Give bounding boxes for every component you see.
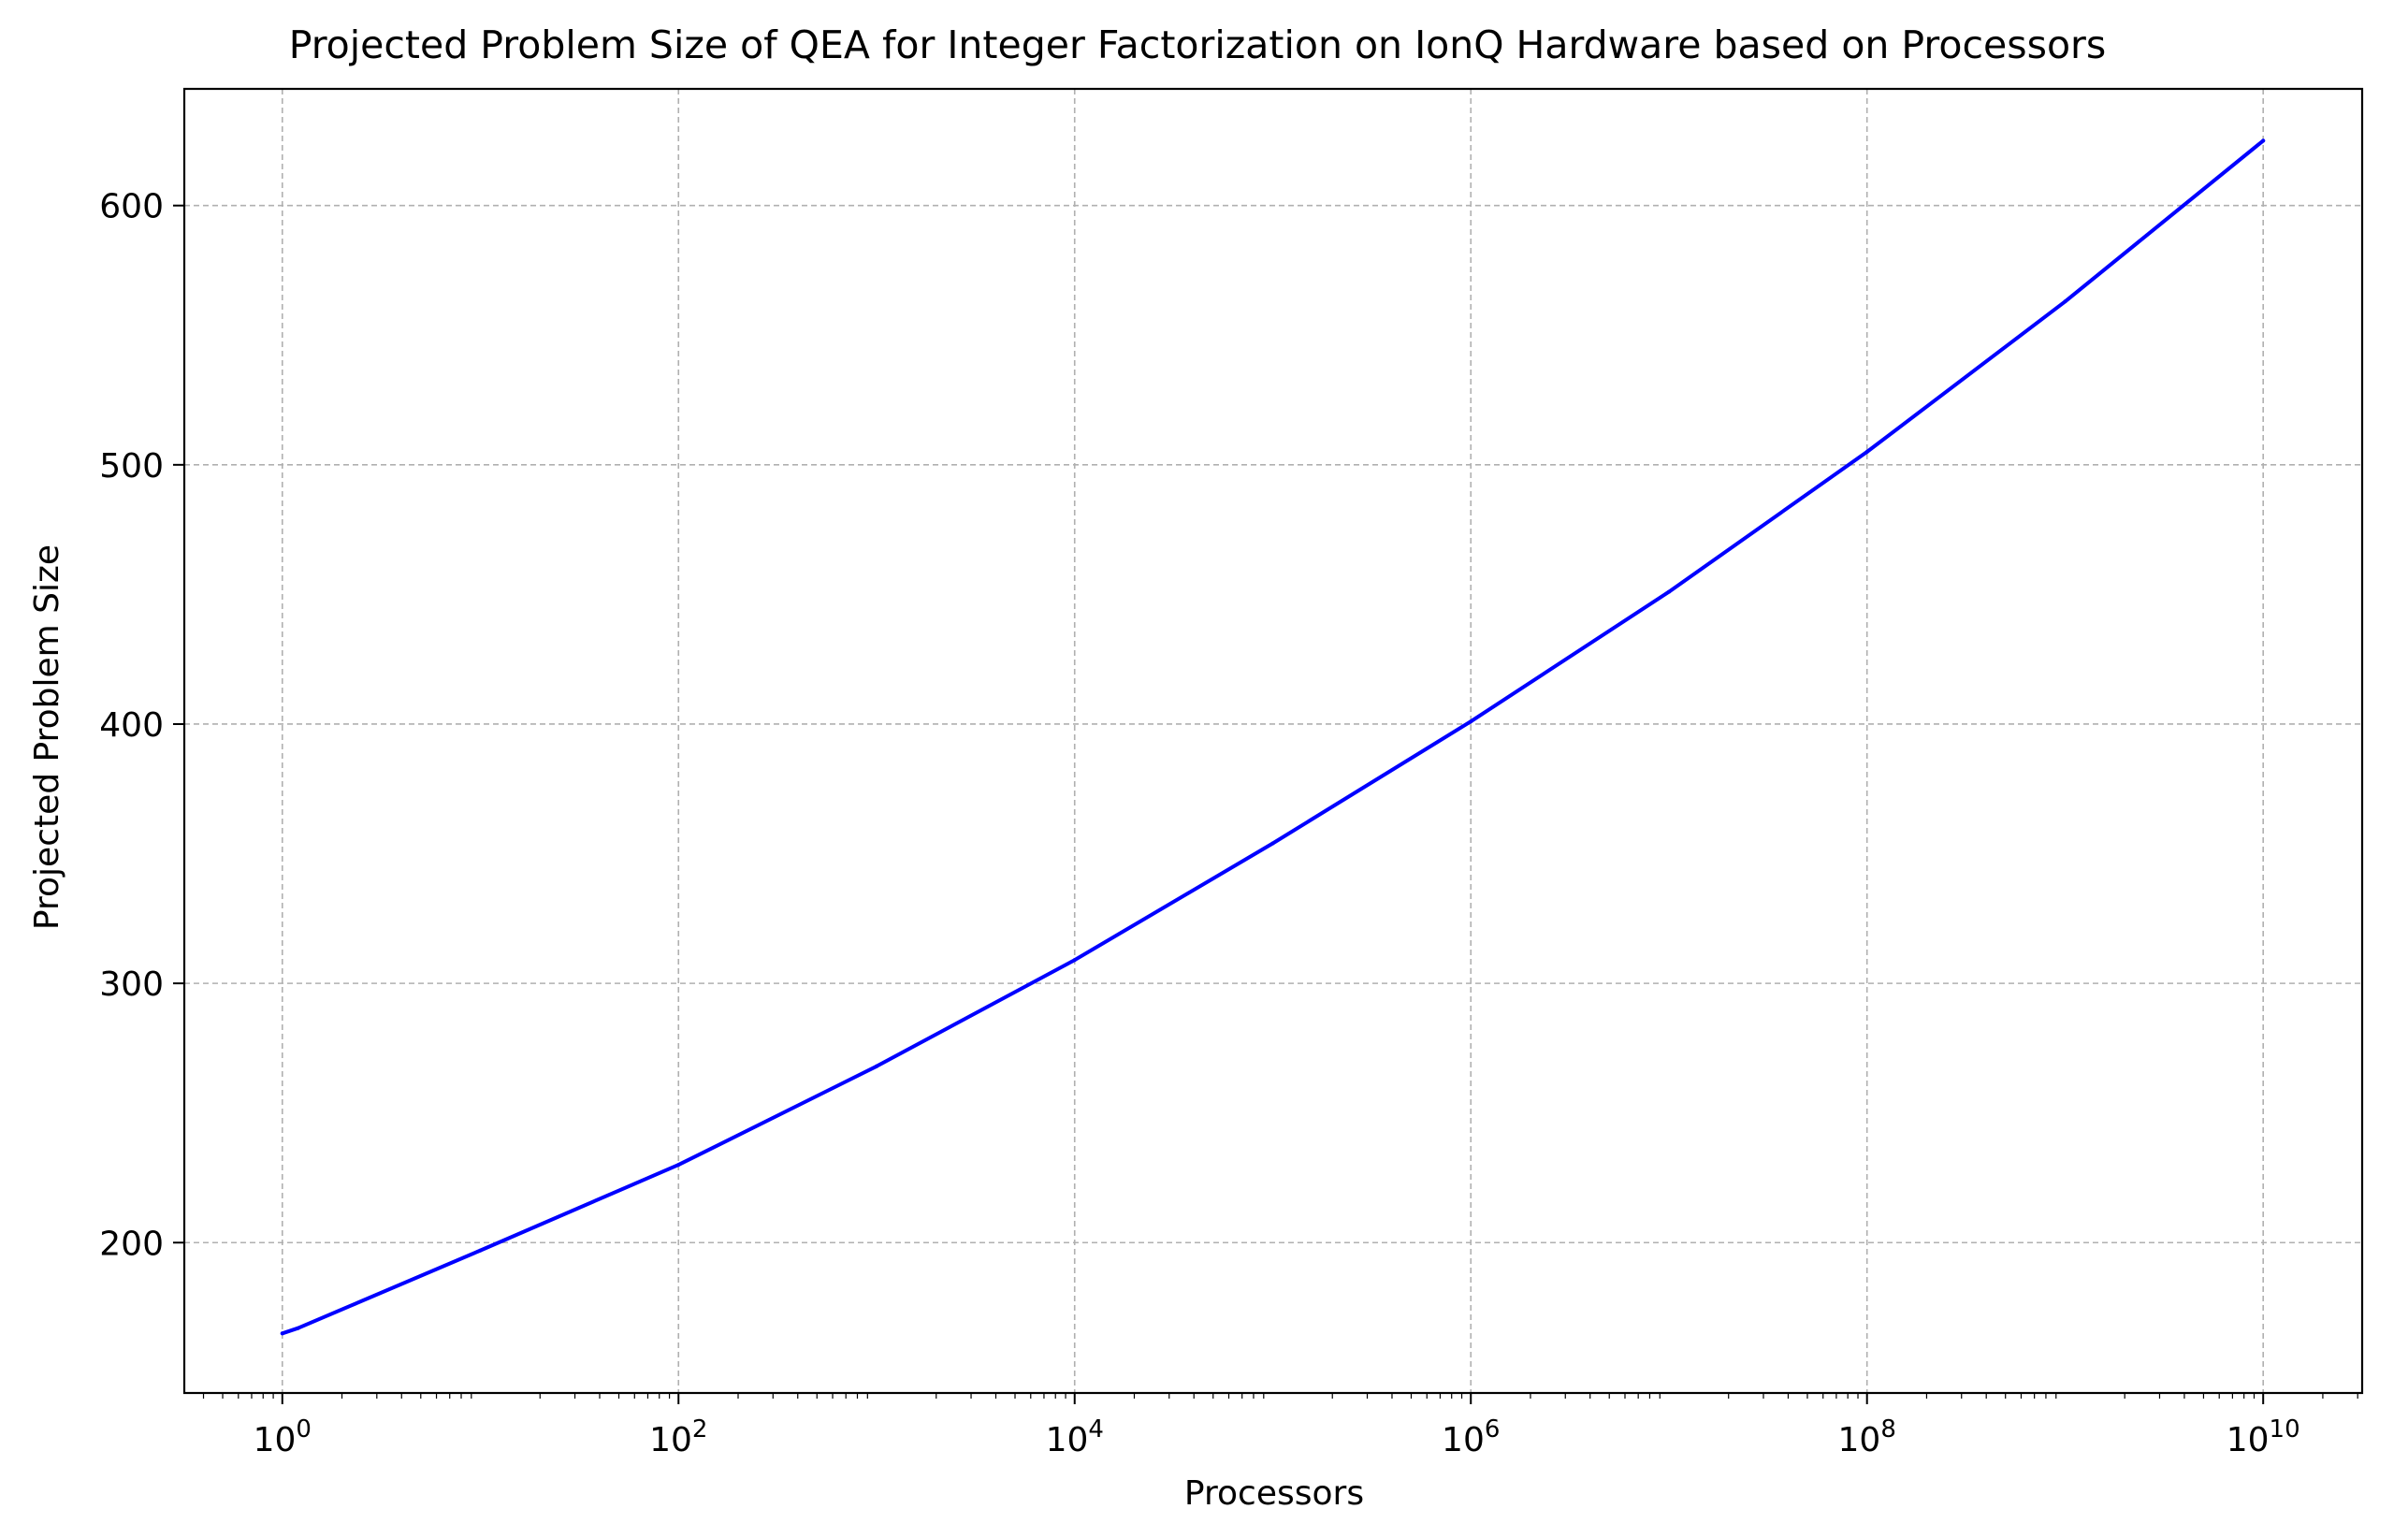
series-line — [280, 138, 2266, 1336]
plot-area-frame — [182, 87, 2364, 1395]
x-tick-label-exponent: 0 — [296, 1415, 312, 1444]
grid-lines — [184, 89, 2362, 1393]
x-tick-label-exponent: 2 — [692, 1415, 708, 1444]
x-tick-label: 102 — [649, 1415, 707, 1459]
x-tick-label-base: 10 — [1442, 1421, 1485, 1459]
x-tick-label: 106 — [1442, 1415, 1500, 1459]
data-point — [1072, 958, 1077, 963]
x-tick-label-exponent: 10 — [2270, 1415, 2300, 1444]
x-tick-label: 1010 — [2227, 1415, 2300, 1459]
data-point — [676, 1163, 681, 1168]
x-tick-label: 100 — [254, 1415, 312, 1459]
y-tick-label: 200 — [99, 1225, 164, 1263]
x-tick-label-base: 10 — [2227, 1421, 2270, 1459]
y-tick-label: 500 — [99, 447, 164, 486]
data-point — [2063, 299, 2067, 304]
y-tick-label: 600 — [99, 188, 164, 226]
x-tick-label-exponent: 8 — [1880, 1415, 1896, 1444]
data-point — [2261, 138, 2266, 143]
x-tick-label-exponent: 6 — [1485, 1415, 1501, 1444]
x-tick-label-base: 10 — [1838, 1421, 1881, 1459]
data-point — [296, 1326, 300, 1330]
data-point — [1666, 589, 1671, 594]
data-point — [280, 1331, 284, 1336]
x-tick-label-exponent: 4 — [1088, 1415, 1104, 1444]
data-point — [478, 1248, 483, 1253]
data-point — [875, 1064, 879, 1068]
x-tick-label-base: 10 — [649, 1421, 692, 1459]
data-layer — [280, 138, 2266, 1336]
y-tick-label: 400 — [99, 706, 164, 745]
y-tick-label: 300 — [99, 965, 164, 1004]
chart-title: Projected Problem Size of QEA for Intege… — [289, 22, 2107, 67]
data-point — [1864, 449, 1869, 454]
x-tick-label-base: 10 — [254, 1421, 297, 1459]
x-tick-label-base: 10 — [1046, 1421, 1089, 1459]
data-point — [1469, 719, 1473, 724]
x-axis-label: Processors — [1184, 1474, 1364, 1513]
y-axis-label: Projected Problem Size — [28, 544, 66, 930]
data-point — [1270, 841, 1275, 846]
x-tick-label: 108 — [1838, 1415, 1896, 1459]
x-tick-label: 104 — [1046, 1415, 1104, 1459]
